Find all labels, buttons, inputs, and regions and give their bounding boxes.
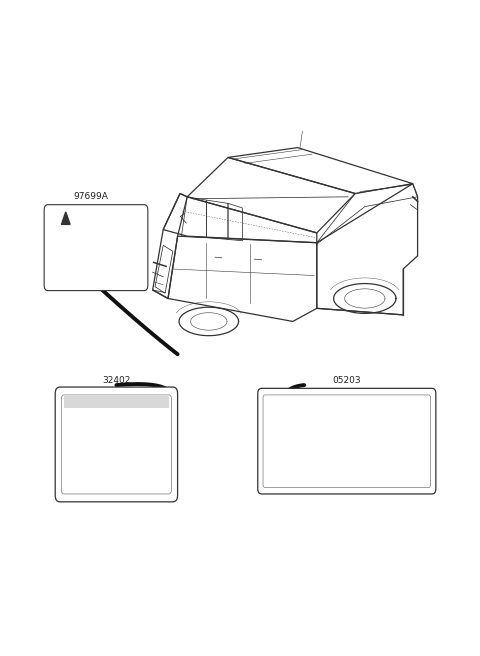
Bar <box>64 396 169 408</box>
FancyBboxPatch shape <box>258 388 436 494</box>
FancyBboxPatch shape <box>55 387 178 502</box>
Text: 32402: 32402 <box>102 376 131 385</box>
Text: 05203: 05203 <box>333 376 361 385</box>
Text: 97699A: 97699A <box>74 192 108 201</box>
FancyBboxPatch shape <box>44 205 148 291</box>
Polygon shape <box>61 212 70 224</box>
